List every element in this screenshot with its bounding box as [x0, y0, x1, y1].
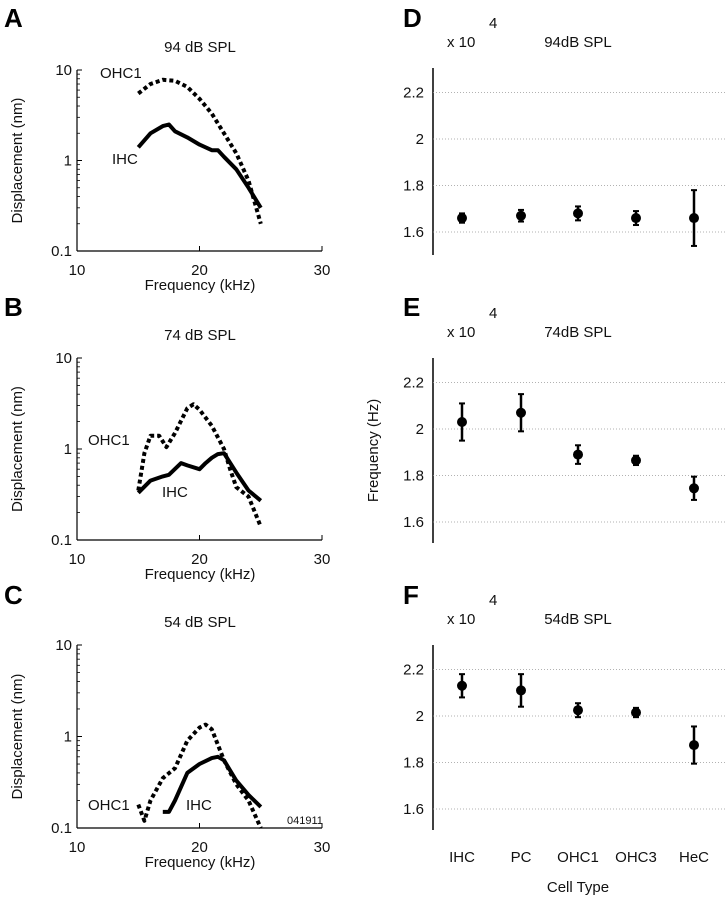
data-point-pc: [516, 407, 526, 418]
y-tick-label: 1.8: [403, 468, 424, 485]
data-point-ihc: [457, 417, 467, 428]
x-axis-label: Frequency (kHz): [145, 854, 256, 871]
data-point-hec: [689, 213, 699, 224]
panel-letter: B: [4, 292, 23, 322]
series-label: OHC1: [100, 65, 142, 82]
x-tick-label: 10: [69, 262, 86, 279]
panel-letter: D: [403, 3, 422, 33]
data-point-hec: [689, 483, 699, 494]
x-tick-label: 30: [314, 839, 331, 856]
y-tick-label: 0.1: [51, 532, 72, 549]
x-tick-label: 30: [314, 551, 331, 568]
y-axis-label: Displacement (nm): [9, 98, 26, 224]
y-tick-label: 2: [416, 421, 424, 438]
y-tick-label: 1.8: [403, 178, 424, 195]
x-tick-label: 30: [314, 262, 331, 279]
y-tick-label: 1.6: [403, 224, 424, 241]
y-tick-label: 2: [416, 131, 424, 148]
data-point-ihc: [457, 213, 467, 224]
y-axis-label: Displacement (nm): [9, 674, 26, 800]
y-tick-label: 2.2: [403, 85, 424, 102]
panel-title: 54dB SPL: [544, 611, 612, 628]
series-ihc-line: [136, 122, 263, 209]
multiplier-label: x 10: [447, 324, 475, 341]
data-point-hec: [689, 740, 699, 751]
series-ohc1-line: [137, 77, 263, 225]
y-tick-label: 2: [416, 708, 424, 725]
x-axis-label: Frequency (kHz): [145, 277, 256, 294]
x-tick-label: 20: [191, 551, 208, 568]
y-tick-label: 1.6: [403, 801, 424, 818]
category-label: PC: [511, 849, 532, 866]
y-axis-label: Displacement (nm): [9, 386, 26, 512]
panel-title: 54 dB SPL: [164, 614, 236, 631]
category-label: HeC: [679, 849, 709, 866]
data-point-ohc1: [573, 208, 583, 219]
category-label: OHC1: [557, 849, 599, 866]
series-label: OHC1: [88, 432, 130, 449]
data-point-pc: [516, 210, 526, 221]
y-tick-label: 1: [64, 729, 72, 746]
x-tick-label: 10: [69, 551, 86, 568]
multiplier-label: x 10: [447, 611, 475, 628]
panel-letter: E: [403, 292, 420, 322]
multiplier-label: x 10: [447, 34, 475, 51]
x-tick-label: 20: [191, 262, 208, 279]
category-label: OHC3: [615, 849, 657, 866]
panel-letter: F: [403, 580, 419, 610]
y-tick-label: 2.2: [403, 375, 424, 392]
y-axis-label: Frequency (Hz): [365, 399, 382, 502]
exponent-label: 4: [489, 15, 497, 32]
y-tick-label: 1.6: [403, 514, 424, 531]
series-ohc1-line: [136, 402, 263, 528]
y-tick-label: 1: [64, 153, 72, 170]
series-ihc-line: [136, 451, 263, 503]
data-point-ohc3: [631, 213, 641, 224]
panel-title: 94dB SPL: [544, 34, 612, 51]
y-tick-label: 1: [64, 441, 72, 458]
exponent-label: 4: [489, 305, 497, 322]
series-label: IHC: [162, 484, 188, 501]
y-tick-label: 10: [55, 350, 72, 367]
panel-letter: C: [4, 580, 23, 610]
series-label: IHC: [112, 151, 138, 168]
category-label: IHC: [449, 849, 475, 866]
series-ihc-line: [162, 754, 263, 814]
data-point-ohc1: [573, 449, 583, 460]
series-label: OHC1: [88, 797, 130, 814]
panel-title: 74dB SPL: [544, 324, 612, 341]
y-tick-label: 10: [55, 62, 72, 79]
series-ohc1-line: [136, 722, 263, 829]
y-tick-label: 0.1: [51, 820, 72, 837]
data-point-ohc3: [631, 455, 641, 466]
y-tick-label: 0.1: [51, 243, 72, 260]
series-label: IHC: [186, 797, 212, 814]
x-axis-label: Cell Type: [547, 879, 609, 896]
panel-letter: A: [4, 3, 23, 33]
x-axis-label: Frequency (kHz): [145, 566, 256, 583]
data-point-pc: [516, 685, 526, 696]
x-tick-label: 10: [69, 839, 86, 856]
y-tick-label: 2.2: [403, 662, 424, 679]
panel-title: 74 dB SPL: [164, 327, 236, 344]
data-point-ohc1: [573, 705, 583, 716]
panel-title: 94 dB SPL: [164, 39, 236, 56]
y-tick-label: 10: [55, 637, 72, 654]
x-tick-label: 20: [191, 839, 208, 856]
annotation-label: 041911: [287, 815, 323, 827]
y-tick-label: 1.8: [403, 755, 424, 772]
data-point-ihc: [457, 680, 467, 691]
data-point-ohc3: [631, 707, 641, 718]
exponent-label: 4: [489, 592, 497, 609]
